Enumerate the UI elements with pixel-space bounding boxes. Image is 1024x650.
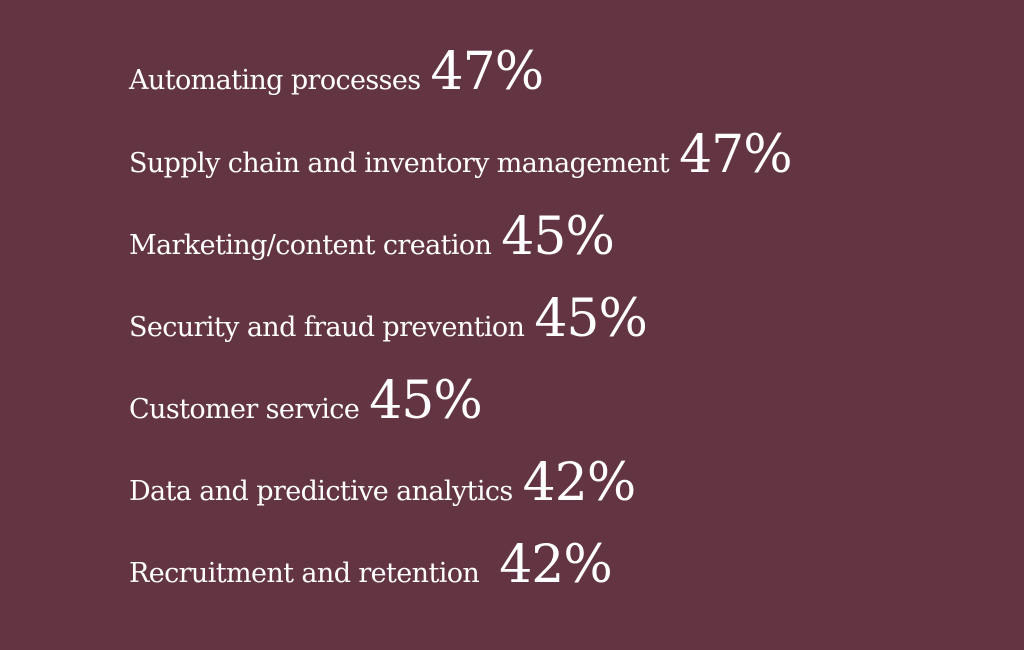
stat-row-marketing-content: Marketing/content creation 45%	[129, 211, 792, 293]
stat-label: Security and fraud prevention	[129, 312, 525, 343]
stat-row-recruitment-retention: Recruitment and retention 42%	[129, 539, 792, 621]
stat-row-automating-processes: Automating processes 47%	[129, 46, 792, 129]
stat-label: Data and predictive analytics	[129, 476, 513, 507]
stat-value: 47%	[430, 42, 545, 102]
stat-value: 45%	[534, 289, 648, 349]
stat-value: 45%	[369, 371, 483, 431]
stat-label: Supply chain and inventory management	[129, 148, 670, 179]
stat-value: 47%	[679, 125, 793, 185]
stat-value: 42%	[499, 535, 613, 595]
stat-label: Automating processes	[129, 65, 421, 96]
stat-label: Recruitment and retention	[129, 558, 480, 589]
stat-row-supply-chain: Supply chain and inventory management 47…	[129, 125, 793, 211]
stat-row-data-analytics: Data and predictive analytics 42%	[129, 457, 792, 539]
stat-list: Automating processes 47% Supply chain an…	[129, 46, 793, 621]
stat-value: 45%	[501, 207, 615, 267]
stat-label: Customer service	[129, 394, 360, 425]
stat-row-security-fraud: Security and fraud prevention 45%	[129, 293, 792, 375]
stat-row-customer-service: Customer service 45%	[129, 375, 792, 457]
stat-value: 42%	[522, 453, 637, 513]
stat-label: Marketing/content creation	[129, 230, 492, 261]
